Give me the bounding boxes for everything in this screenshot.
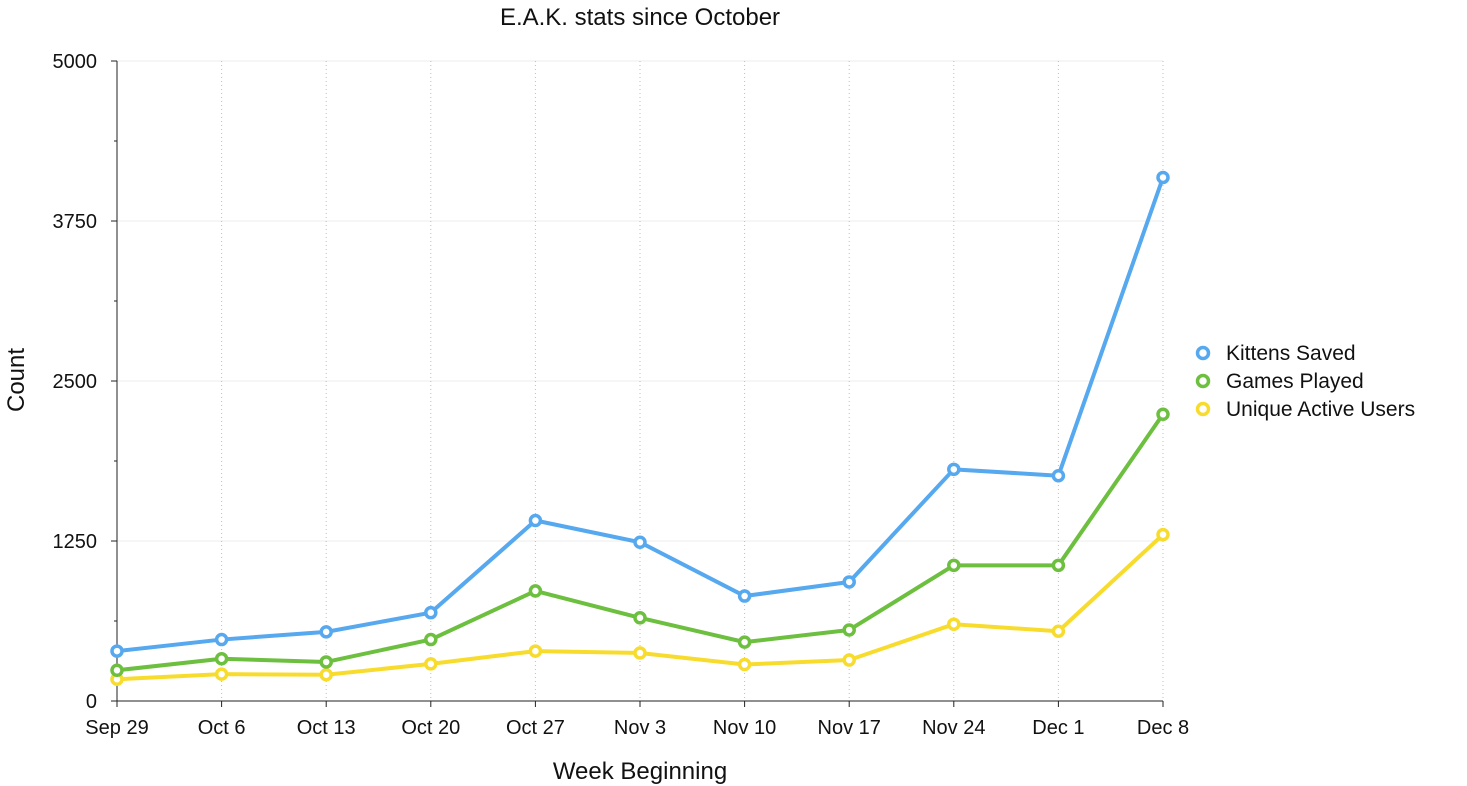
data-point xyxy=(1051,558,1066,573)
data-point xyxy=(319,655,333,669)
series-1 xyxy=(110,407,1170,678)
x-tick-label: Oct 27 xyxy=(506,717,565,739)
data-point xyxy=(633,611,647,625)
legend: Kittens Saved Games Played Unique Active U… xyxy=(1195,342,1415,421)
data-point xyxy=(110,644,124,658)
data-point xyxy=(528,644,543,658)
x-tick-label: Oct 13 xyxy=(297,717,356,739)
legend-item: Games Played xyxy=(1195,370,1364,393)
data-point xyxy=(1051,624,1066,638)
legend-marker xyxy=(1195,373,1211,389)
legend-item: Kittens Saved xyxy=(1195,342,1356,365)
data-point xyxy=(947,462,961,477)
legend-item: Unique Active Users xyxy=(1195,398,1415,421)
legend-label: Kittens Saved xyxy=(1226,342,1356,365)
y-tick-label: 0 xyxy=(86,691,97,713)
data-point xyxy=(842,623,856,637)
x-tick-label: Nov 17 xyxy=(818,717,881,739)
x-axis-label: Week Beginning xyxy=(553,758,727,785)
axes: 0 1250 2500 3750 5000 Sep 29 Oct 6 Oct 13 Oct 20… xyxy=(53,51,1190,739)
data-point xyxy=(528,513,543,528)
data-point xyxy=(319,625,333,639)
legend-label: Games Played xyxy=(1226,370,1364,393)
data-point xyxy=(633,535,647,550)
data-point xyxy=(424,605,438,620)
data-point xyxy=(737,657,752,672)
data-point xyxy=(633,646,647,660)
data-point xyxy=(214,667,229,681)
data-point xyxy=(110,663,124,678)
series-group xyxy=(110,170,1170,686)
series-line xyxy=(115,175,1165,654)
data-point xyxy=(842,575,856,589)
legend-marker xyxy=(1195,401,1211,417)
data-point xyxy=(214,632,229,647)
x-tick-label: Oct 20 xyxy=(401,717,460,739)
data-point xyxy=(424,657,438,671)
grid xyxy=(116,60,1164,701)
x-tick-label: Oct 6 xyxy=(198,717,246,739)
data-point xyxy=(319,668,333,682)
y-tick-label: 1250 xyxy=(53,531,98,553)
y-tick-label: 5000 xyxy=(53,51,98,73)
series-2 xyxy=(110,527,1170,686)
x-tick-label: Sep 29 xyxy=(85,717,148,739)
data-point xyxy=(737,635,752,649)
x-tick-label: Nov 3 xyxy=(614,717,666,739)
x-tick-label: Nov 24 xyxy=(922,717,985,739)
y-tick-label: 3750 xyxy=(53,211,98,233)
data-point xyxy=(1156,407,1170,422)
y-axis-label: Count xyxy=(3,348,30,412)
chart-title: E.A.K. stats since October xyxy=(500,4,780,31)
y-tick-label: 2500 xyxy=(53,371,98,393)
x-tick-label: Nov 10 xyxy=(713,717,776,739)
data-point xyxy=(1051,468,1066,483)
legend-marker xyxy=(1195,345,1211,361)
series-0 xyxy=(110,170,1170,658)
data-point xyxy=(947,558,961,573)
data-point xyxy=(424,632,438,647)
legend-label: Unique Active Users xyxy=(1226,398,1415,421)
x-tick-label: Dec 1 xyxy=(1032,717,1084,739)
data-point xyxy=(528,584,543,598)
data-point xyxy=(947,617,961,631)
data-point xyxy=(737,589,752,603)
data-point xyxy=(214,652,229,666)
data-point xyxy=(1156,170,1170,185)
data-point xyxy=(842,653,856,667)
x-tick-label: Dec 8 xyxy=(1137,717,1189,739)
data-point xyxy=(1156,527,1170,542)
